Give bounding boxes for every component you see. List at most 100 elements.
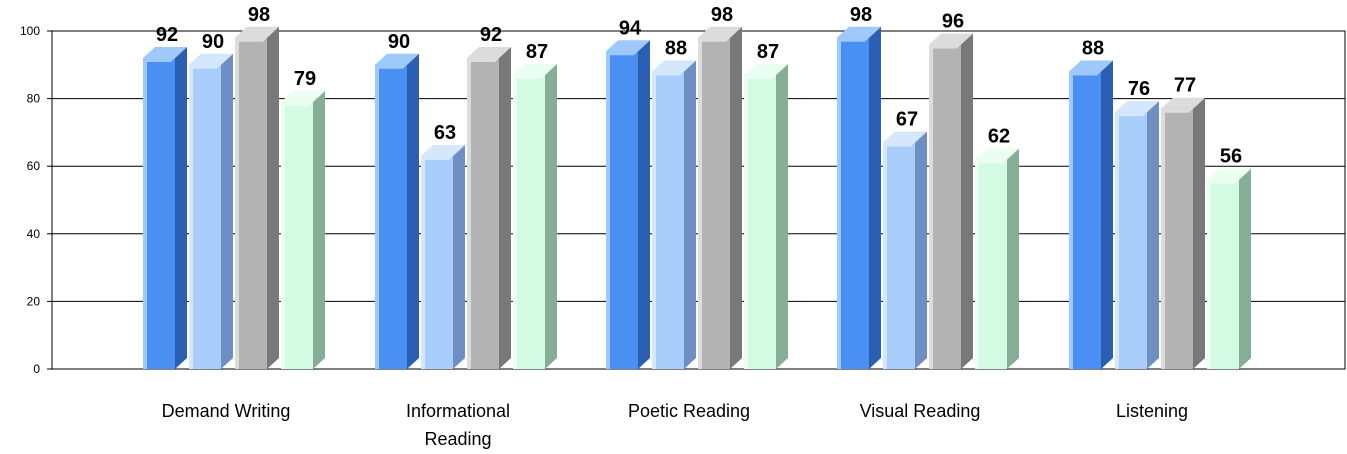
bar-side-face <box>499 47 511 369</box>
bar-side-face <box>869 26 881 369</box>
data-label: 98 <box>711 4 733 26</box>
bar-side-face <box>175 47 187 369</box>
bar-front-face <box>975 159 1007 369</box>
bar <box>652 60 696 370</box>
bar-bevel <box>513 74 545 369</box>
bar-front-face <box>235 37 267 369</box>
bar-bevel <box>744 74 776 369</box>
bar-front-face <box>883 142 915 369</box>
bar-bevel <box>1207 179 1239 369</box>
bar-side-face <box>638 40 650 369</box>
bar-top-face <box>1069 60 1113 72</box>
bar <box>143 47 187 369</box>
bar-side-face <box>776 63 788 369</box>
data-label: 56 <box>1220 146 1242 168</box>
bar-front-face <box>1115 112 1147 370</box>
bar-top-face <box>235 26 279 38</box>
data-label: 92 <box>480 24 502 46</box>
x-category-label: Visual Reading <box>860 401 981 421</box>
bar-side-face <box>545 63 557 369</box>
bar <box>744 63 788 369</box>
bar-bevel <box>1161 108 1193 370</box>
bar-front-face <box>189 64 221 370</box>
data-label: 87 <box>526 41 548 63</box>
bar-side-face <box>453 145 465 369</box>
bar <box>1207 168 1251 369</box>
data-label: 62 <box>988 125 1010 147</box>
bar-side-face <box>684 60 696 370</box>
bar-front-face <box>698 37 730 369</box>
bar <box>375 53 419 370</box>
x-category-label: Demand Writing <box>162 401 291 421</box>
bar-front-face <box>143 58 175 369</box>
bar-front-face <box>467 58 499 369</box>
bar <box>975 148 1019 369</box>
bar-side-face <box>221 53 233 370</box>
bar <box>513 63 557 369</box>
bar-top-face <box>1207 168 1251 180</box>
bar <box>1069 60 1113 370</box>
bar-front-face <box>606 51 638 369</box>
x-category-label: Poetic Reading <box>628 401 750 421</box>
bar-side-face <box>730 26 742 369</box>
bar-top-face <box>467 47 511 59</box>
bar-bevel <box>606 51 638 369</box>
bar-top-face <box>837 26 881 38</box>
bar-front-face <box>652 71 684 369</box>
bar-front-face <box>421 156 453 369</box>
bar-front-face <box>281 101 313 369</box>
bar-front-face <box>1069 71 1101 369</box>
bar-top-face <box>375 53 419 65</box>
bar <box>235 26 279 369</box>
bar-side-face <box>1101 60 1113 370</box>
bar-bevel <box>1115 112 1147 370</box>
bar-side-face <box>267 26 279 369</box>
bar-bevel <box>1069 71 1101 369</box>
bar-front-face <box>744 74 776 369</box>
bar <box>837 26 881 369</box>
bar-top-face <box>143 47 187 59</box>
bar-bevel <box>189 64 221 370</box>
bar-front-face <box>929 44 961 370</box>
bar <box>281 90 325 369</box>
bar-bevel <box>143 58 175 369</box>
data-label: 77 <box>1174 75 1196 97</box>
y-tick-label: 80 <box>27 92 41 106</box>
y-tick-label: 40 <box>27 227 41 241</box>
data-label: 63 <box>434 122 456 144</box>
bar-bevel <box>235 37 267 369</box>
bar-bevel <box>929 44 961 370</box>
data-label: 88 <box>665 38 687 60</box>
y-tick-label: 60 <box>27 159 41 173</box>
data-label: 98 <box>248 4 270 26</box>
bar-top-face <box>281 90 325 102</box>
bar-bevel <box>652 71 684 369</box>
data-label: 76 <box>1128 78 1150 100</box>
bar-side-face <box>313 90 325 369</box>
bar-front-face <box>1207 179 1239 369</box>
bar-top-face <box>744 63 788 75</box>
data-label: 79 <box>294 68 316 90</box>
data-label: 98 <box>850 4 872 26</box>
bar-top-face <box>883 131 927 143</box>
data-label: 92 <box>156 24 178 46</box>
bar <box>421 145 465 369</box>
bar-side-face <box>1007 148 1019 369</box>
data-label: 88 <box>1082 38 1104 60</box>
x-category-label: Informational Reading <box>406 401 510 449</box>
bar <box>606 40 650 369</box>
bar-side-face <box>961 33 973 370</box>
data-label: 67 <box>896 109 918 131</box>
bar-front-face <box>837 37 869 369</box>
bar <box>1161 97 1205 370</box>
bar <box>1115 101 1159 370</box>
y-axis-ticks: 0 20 40 60 80 100 <box>20 24 52 376</box>
bar-top-face <box>698 26 742 38</box>
x-axis-category-labels: Demand Writing Informational Reading Poetic… <box>162 401 1188 449</box>
bar-top-face <box>929 33 973 45</box>
bar-top-face <box>1161 97 1205 109</box>
bar-side-face <box>1147 101 1159 370</box>
y-tick-label: 0 <box>33 362 40 376</box>
bar-top-face <box>606 40 650 52</box>
